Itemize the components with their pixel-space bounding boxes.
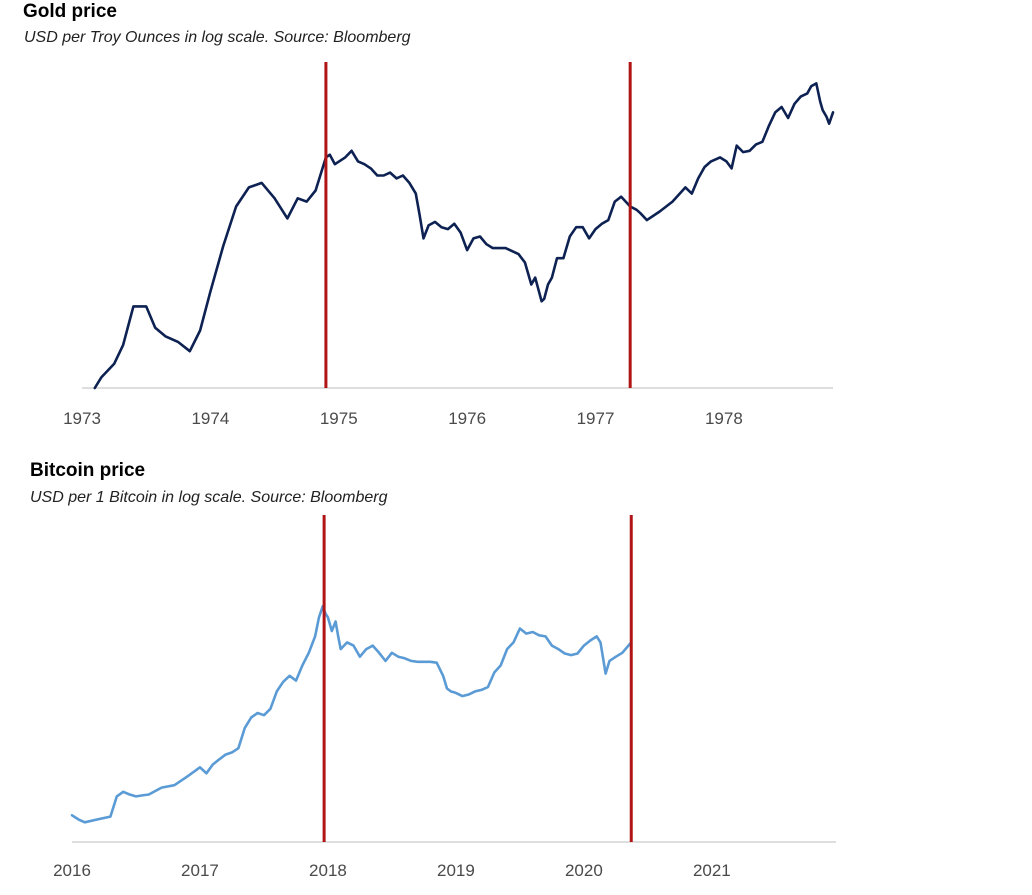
bitcoin-x-tick-label: 2017 bbox=[181, 861, 219, 880]
bitcoin-x-tick-label: 2019 bbox=[437, 861, 475, 880]
bitcoin-x-tick-label: 2021 bbox=[693, 861, 731, 880]
gold-x-tick-label: 1976 bbox=[448, 409, 486, 428]
bitcoin-price-line bbox=[70, 604, 633, 824]
bitcoin-price-chart: 2016 2017 2018 2019 2020 2021 bbox=[53, 515, 836, 880]
bitcoin-chart-title: Bitcoin price bbox=[30, 460, 146, 481]
gold-price-chart: 1973 1974 1975 1976 1977 1978 bbox=[63, 62, 835, 428]
gold-x-tick-label: 1977 bbox=[577, 409, 615, 428]
bitcoin-x-tick-label: 2018 bbox=[309, 861, 347, 880]
bitcoin-chart-subtitle: USD per 1 Bitcoin in log scale. Source: … bbox=[30, 489, 388, 506]
bitcoin-x-tick-label: 2020 bbox=[565, 861, 603, 880]
gold-x-tick-label: 1975 bbox=[320, 409, 358, 428]
gold-x-tick-label: 1973 bbox=[63, 409, 101, 428]
gold-chart-title: Gold price bbox=[23, 1, 117, 22]
gold-x-tick-label: 1978 bbox=[705, 409, 743, 428]
gold-x-tick-label: 1974 bbox=[191, 409, 229, 428]
gold-price-line bbox=[93, 82, 835, 390]
gold-chart-subtitle: USD per Troy Ounces in log scale. Source… bbox=[24, 29, 411, 46]
bitcoin-x-tick-label: 2016 bbox=[53, 861, 91, 880]
